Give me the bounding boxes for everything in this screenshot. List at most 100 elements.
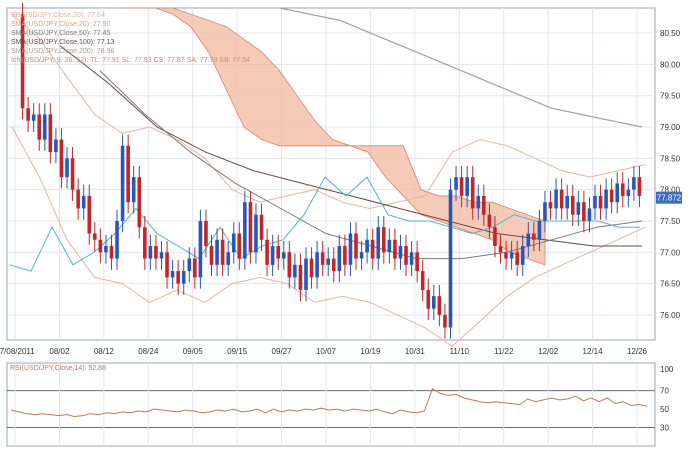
- candle-body: [320, 252, 325, 265]
- candle-body: [498, 246, 503, 253]
- candle-body: [220, 239, 225, 265]
- candle-body: [554, 189, 558, 209]
- candle-body: [148, 246, 153, 259]
- tenkan-line: [9, 176, 640, 272]
- candle-body: [154, 246, 158, 259]
- candle-body: [359, 252, 364, 259]
- legend-entry: Ichi(USD/JPY, 9, 26, 52): TL: 77.91 SL: …: [11, 57, 250, 64]
- candle-body: [565, 195, 569, 209]
- price-tick-label: 77.50: [660, 217, 681, 226]
- candle-body: [532, 233, 536, 240]
- candle-body: [370, 239, 375, 259]
- candle-body: [459, 177, 464, 196]
- date-tick-label: 10/31: [405, 347, 426, 356]
- candle-body: [104, 246, 108, 253]
- date-tick-label: 08/02: [49, 347, 70, 356]
- candle-body: [237, 233, 242, 259]
- candle-body: [398, 246, 403, 259]
- last-price-tag-box: [656, 191, 682, 204]
- date-tick-label: 09/05: [183, 347, 204, 356]
- candle-body: [59, 139, 64, 178]
- rsi-legend: RSI(USD/JPY,Close,14): 52.88: [10, 365, 106, 372]
- price-tick-label: 78.50: [660, 154, 681, 163]
- candle-body: [76, 189, 80, 209]
- candle-body: [432, 296, 436, 309]
- candle-body: [437, 296, 442, 315]
- indicator-legend: BB(USD/JPY,Close,20): 77.64 SMA(USD/JPY,C…: [11, 12, 250, 64]
- candle-body: [187, 258, 192, 272]
- candle-body: [181, 271, 186, 284]
- candle-body: [487, 214, 492, 228]
- candle-body: [609, 189, 614, 203]
- candle-body: [526, 233, 531, 247]
- candle-body: [309, 258, 314, 278]
- candle-body: [293, 264, 297, 278]
- rsi-tick-label: 100: [660, 365, 674, 374]
- candle-body: [381, 227, 386, 253]
- candle-body: [454, 177, 458, 190]
- sma-100-line: [59, 45, 642, 247]
- candle-body: [304, 258, 308, 290]
- candle-body: [470, 177, 475, 209]
- candle-body: [559, 189, 564, 209]
- candle-body: [504, 252, 508, 259]
- legend-entry: SMA(USD/JPY,Close,100): 77.13: [11, 39, 114, 46]
- candle-body: [343, 246, 347, 265]
- candle-body: [137, 177, 142, 228]
- candle-body: [387, 239, 392, 253]
- candle-body: [120, 145, 125, 221]
- rsi-panel-frame: [6, 362, 656, 447]
- rsi-line: [10, 388, 648, 418]
- date-tick-label: 07/08/2011: [0, 347, 35, 356]
- candle-body: [298, 264, 303, 290]
- candle-body: [331, 258, 336, 272]
- candle-body: [281, 252, 286, 259]
- candle-body: [42, 114, 47, 140]
- candle-body: [582, 202, 586, 221]
- candle-body: [26, 108, 30, 121]
- candle-body: [115, 220, 119, 259]
- candle-body: [632, 177, 636, 190]
- rsi-tick-label: 30: [660, 424, 669, 433]
- last-price-tag: 77.872: [656, 191, 682, 204]
- bollinger-upper-band: [11, 13, 646, 210]
- ichimoku-cloud-area: [120, 7, 546, 266]
- date-tick-label: 10/07: [316, 347, 337, 356]
- indicator-lines: [9, 7, 646, 347]
- candle-body: [226, 252, 230, 265]
- candle-body: [620, 183, 625, 196]
- date-axis: 07/08/2011 08/02 08/12 08/24 09/05 09/15 09/27…: [0, 347, 648, 356]
- candle-body: [54, 139, 58, 153]
- price-tick-label: 80.00: [660, 60, 681, 69]
- price-panel: 76.00 76.50 77.00 77.50 78.00 78.50 79.00 79.50…: [0, 2, 682, 356]
- legend-entry: SMA(USD/JPY,Close,20): 77.90: [11, 21, 111, 28]
- candle-body: [170, 271, 175, 278]
- candle-body: [209, 246, 214, 265]
- candle-body: [98, 239, 103, 253]
- candle-body: [482, 195, 486, 215]
- legend-entry: SMA(USD/JPY,Close,200): 78.98: [11, 48, 114, 55]
- candle-body: [537, 220, 542, 240]
- candle-body: [393, 239, 397, 259]
- candle-body: [243, 202, 247, 259]
- price-tick-label: 76.50: [660, 280, 681, 289]
- candle-body: [448, 189, 453, 328]
- candle-body: [626, 189, 631, 196]
- candle-body: [376, 227, 381, 259]
- price-tick-label: 78.00: [660, 186, 681, 195]
- date-tick-label: 08/24: [138, 347, 159, 356]
- candle-body: [165, 252, 169, 278]
- candle-body: [193, 258, 197, 278]
- bollinger-lower-band: [11, 126, 646, 347]
- candle-body: [204, 220, 208, 247]
- candle-body: [587, 208, 592, 221]
- candle-body: [65, 158, 69, 178]
- candle-body: [143, 227, 147, 259]
- price-panel-frame: [6, 7, 656, 341]
- candle-body: [176, 271, 180, 284]
- candle-body: [415, 252, 419, 272]
- candle-body: [593, 195, 597, 209]
- candle-body: [265, 239, 269, 265]
